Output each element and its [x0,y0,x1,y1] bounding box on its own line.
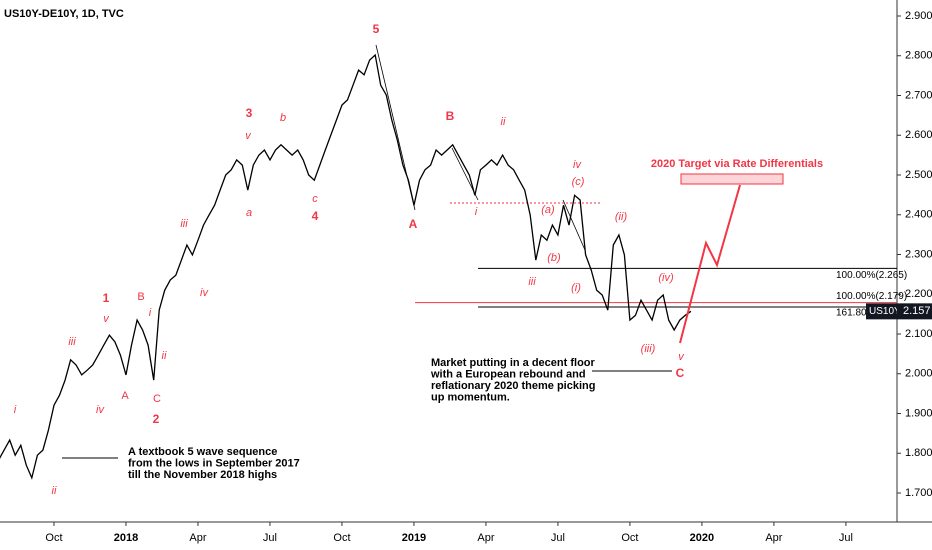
wave-label: (ii) [615,211,628,223]
note-text: with a European rebound and [430,368,586,380]
last-price-box [897,303,932,320]
wave-label: 1 [103,291,110,305]
x-tick-label: Jul [551,532,565,544]
target-label: 2020 Target via Rate Differentials [651,158,823,170]
y-tick-label: 2.000 [905,368,932,380]
note-text: Market putting in a decent floor [431,357,596,369]
y-tick-label: 2.300 [905,248,932,260]
wave-label: b [280,112,286,124]
level-label: 100.00%(2.179) [836,291,907,302]
wave-label: i [475,206,478,218]
x-tick-label: Apr [765,532,782,544]
x-tick-label: Oct [621,532,638,544]
note-text: A textbook 5 wave sequence [128,446,277,458]
wave-label: B [137,291,144,303]
y-tick-label: 2.400 [905,209,932,221]
wave-label: C [153,393,161,405]
wave-label: ii [52,485,57,497]
wave-label: c [312,193,318,205]
wave-label: B [446,109,455,123]
wave-label: (iii) [641,343,656,355]
level-label: 100.00%(2.265) [836,270,907,281]
y-tick-label: 1.800 [905,447,932,459]
note-text: from the lows in September 2017 [128,457,300,469]
series-name-box [866,303,897,320]
y-tick-label: 1.900 [905,407,932,419]
x-tick-label: 2018 [114,532,138,544]
note-text: till the November 2018 highs [128,469,277,481]
note-text: up momentum. [431,391,510,403]
last-price: 2.157 [903,305,931,317]
y-tick-label: 2.200 [905,288,932,300]
wave-label: (c) [572,176,585,188]
projection [679,184,741,344]
wave-label: iv [96,404,105,416]
wave-label: iv [200,287,209,299]
chart-title: US10Y-DE10Y, 1D, TVC [4,8,124,20]
wave-label: (a) [541,204,555,216]
x-tick-label: 2019 [402,532,426,544]
wave-label: i [14,404,17,416]
wave-label: v [245,130,252,142]
wave-label: v [678,351,685,363]
wave-label: C [676,366,685,380]
y-tick-label: 1.700 [905,487,932,499]
wave-label: 3 [246,106,253,120]
wave-label: iii [528,276,536,288]
price-line [0,53,692,480]
level-label: 161.80% [836,308,876,319]
wave-label: 2 [153,412,160,426]
wave-label: ii [501,116,506,128]
wave-label: (b) [547,252,561,264]
wave-label: ii [162,350,167,362]
wave-label: iv [573,159,582,171]
y-tick-label: 2.800 [905,50,932,62]
x-tick-label: Oct [45,532,62,544]
y-tick-label: 2.600 [905,129,932,141]
y-tick-label: 2.100 [905,328,932,340]
wave-label: a [246,207,252,219]
wave-label: i [149,307,152,319]
series-name: US10Y [869,306,901,317]
y-tick-label: 2.500 [905,169,932,181]
note-text: reflationary 2020 theme picking [431,380,595,392]
wave-line [562,199,586,251]
x-tick-label: 2020 [690,532,714,544]
wave-label: 4 [312,209,319,223]
x-tick-label: Jul [839,532,853,544]
wave-label: A [409,217,418,231]
wave-label: (iv) [658,272,674,284]
x-tick-label: Jul [263,532,277,544]
wave-label: iii [180,218,188,230]
x-tick-label: Oct [333,532,350,544]
wave-label: v [103,313,110,325]
wave-label: A [121,390,129,402]
x-tick-label: Apr [189,532,206,544]
wave-label: (i) [571,282,581,294]
y-tick-label: 2.700 [905,89,932,101]
x-tick-label: Apr [477,532,494,544]
target-box [680,173,784,185]
wave-label: 5 [373,22,380,36]
y-tick-label: 2.900 [905,10,932,22]
wave-label: iii [68,336,76,348]
